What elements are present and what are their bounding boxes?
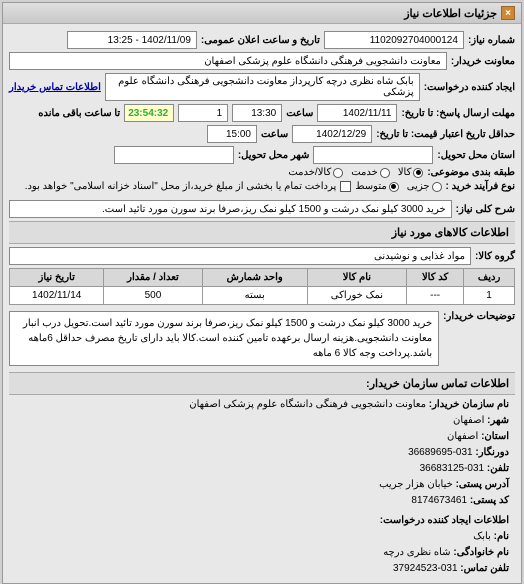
table-cell: 1402/11/14 <box>10 287 104 305</box>
category-radio-group: کالا خدمت کالا/خدمت <box>288 167 423 178</box>
panel-title: جزئیات اطلاعات نیاز <box>404 7 497 20</box>
table-header: تعداد / مقدار <box>104 269 202 287</box>
goods-section-title: اطلاعات کالاهای مورد نیاز <box>9 221 515 244</box>
delivery-state-value <box>313 146 433 164</box>
deadline-send-time: 13:30 <box>232 104 282 122</box>
table-header: واحد شمارش <box>202 269 307 287</box>
table-row[interactable]: 1---نمک خوراکیبسته5001402/11/14 <box>10 287 515 305</box>
remain-days: 1 <box>178 104 228 122</box>
treasury-checkbox[interactable] <box>340 181 351 192</box>
close-icon[interactable]: × <box>501 6 515 20</box>
buyer-label: معاونت خریدار: <box>451 56 515 67</box>
panel-header: × جزئیات اطلاعات نیاز <box>3 3 521 24</box>
desc-value: خرید 3000 کیلو نمک درشت و 1500 کیلو نمک … <box>9 311 439 366</box>
request-number-value: 1102092704000124 <box>324 31 464 49</box>
radio-service[interactable]: خدمت <box>351 167 390 178</box>
time-label-1: ساعت <box>286 108 313 119</box>
delivery-city-label: شهر محل تحویل: <box>238 150 310 161</box>
request-number-label: شماره نیاز: <box>468 35 515 46</box>
pay-note: پرداخت تمام یا بخشی از مبلغ خرید،از محل … <box>25 181 337 192</box>
goods-table: ردیفکد کالانام کالاواحد شمارشتعداد / مقد… <box>9 268 515 305</box>
radio-goods-service[interactable]: کالا/خدمت <box>288 167 343 178</box>
delivery-state-label: استان محل تحویل: <box>437 150 515 161</box>
summary-label: شرح کلی نیاز: <box>456 204 515 215</box>
desc-label: توضیحات خریدار: <box>443 311 515 322</box>
goods-group-value: مواد غذایی و نوشیدنی <box>9 247 471 265</box>
announce-label: تاریخ و ساعت اعلان عمومی: <box>201 35 320 46</box>
deadline-send-date: 1402/11/11 <box>317 104 397 122</box>
radio-dot-icon <box>389 182 399 192</box>
contact-section-title: اطلاعات تماس سازمان خریدار: <box>9 372 515 395</box>
table-header: ردیف <box>464 269 515 287</box>
radio-dot-icon <box>432 182 442 192</box>
buyer-value: معاونت دانشجویی فرهنگی دانشگاه علوم پزشک… <box>9 52 447 70</box>
radio-small[interactable]: جزیی <box>407 181 442 192</box>
contact-block: نام سازمان خریدار: معاونت دانشجویی فرهنگ… <box>9 395 515 579</box>
category-label: طبقه بندی موضوعی: <box>427 167 515 178</box>
table-header: کد کالا <box>407 269 464 287</box>
table-cell: نمک خوراکی <box>307 287 406 305</box>
radio-dot-icon <box>380 168 390 178</box>
table-cell: 1 <box>464 287 515 305</box>
radio-dot-icon <box>413 168 423 178</box>
table-cell: --- <box>407 287 464 305</box>
table-header: نام کالا <box>307 269 406 287</box>
validity-label: حداقل تاریخ اعتبار قیمت: تا تاریخ: <box>376 129 515 140</box>
time-label-2: ساعت <box>261 129 288 140</box>
table-header: تاریخ نیاز <box>10 269 104 287</box>
remain-time: 23:54:32 <box>124 104 174 122</box>
validity-date: 1402/12/29 <box>292 125 372 143</box>
buyer-contact-link[interactable]: اطلاعات تماس خریدار <box>9 82 101 93</box>
table-cell: بسته <box>202 287 307 305</box>
creator-value: بابک شاه نظری درچه کارپرداز معاونت دانشج… <box>105 73 420 101</box>
validity-time: 15:00 <box>207 125 257 143</box>
delivery-city-value <box>114 146 234 164</box>
summary-value: خرید 3000 کیلو نمک درشت و 1500 کیلو نمک … <box>9 200 452 218</box>
purchase-type-radio-group: جزیی متوسط <box>355 181 441 192</box>
radio-goods[interactable]: کالا <box>398 167 424 178</box>
radio-medium[interactable]: متوسط <box>355 181 398 192</box>
remain-label: تا ساعت باقی مانده <box>38 108 120 119</box>
goods-group-label: گروه کالا: <box>475 251 515 262</box>
radio-dot-icon <box>333 168 343 178</box>
purchase-type-label: نوع فرآیند خرید : <box>446 181 515 192</box>
creator-label: ایجاد کننده درخواست: <box>424 82 515 93</box>
announce-value: 1402/11/09 - 13:25 <box>67 31 197 49</box>
deadline-send-label: مهلت ارسال پاسخ: تا تاریخ: <box>401 108 515 119</box>
table-cell: 500 <box>104 287 202 305</box>
